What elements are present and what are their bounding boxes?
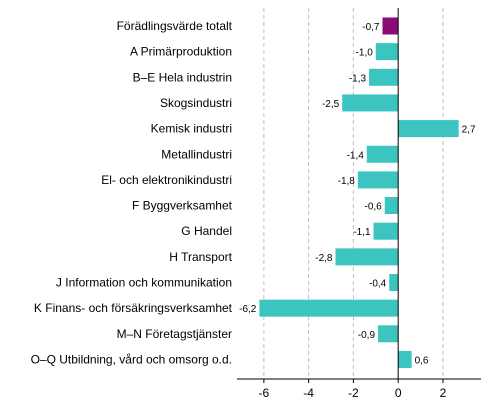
bar [378, 325, 399, 343]
value-labels: -0,7 -1,0 -1,3 -2,5 2,7 -1,4 -1,8 -0,6 -1,1 -2,8 -… [239, 22, 476, 366]
category-label: H Transport [169, 250, 232, 264]
bar [369, 68, 399, 86]
category-label: J Information och kommunikation [56, 276, 232, 290]
category-label: K Finans- och försäkringsverksamhet [34, 301, 233, 315]
bar [335, 248, 399, 266]
category-label: O–Q Utbildning, vård och omsorg o.d. [31, 352, 232, 366]
x-tick-label: -2 [348, 386, 359, 400]
category-labels: Förädlingsvärde totalt A Primärproduktion… [31, 19, 233, 366]
category-label: M–N Företagstjänster [117, 327, 232, 341]
value-label: -1,8 [338, 176, 356, 187]
category-label: B–E Hela industrin [133, 70, 232, 84]
bar [373, 222, 399, 240]
value-label: -1,1 [353, 227, 371, 238]
bars [259, 17, 459, 368]
x-tick-label: 2 [440, 386, 447, 400]
category-label: F Byggverksamhet [132, 199, 233, 213]
bar [384, 197, 399, 215]
x-tick-label: 0 [395, 386, 402, 400]
category-label: Skogsindustri [160, 96, 232, 110]
value-label: -1,4 [347, 150, 365, 161]
x-axis: -6 -4 -2 0 2 [237, 8, 481, 400]
bar [389, 274, 399, 291]
category-label: Kemisk industri [151, 122, 232, 136]
value-label: -1,0 [356, 48, 374, 59]
value-label: 0,6 [415, 355, 429, 366]
value-label: -1,3 [349, 73, 367, 84]
value-label: -0,9 [358, 330, 376, 341]
value-label: -6,2 [239, 304, 257, 315]
category-label: Metallindustri [161, 147, 232, 161]
bar [366, 145, 399, 163]
value-label: -2,8 [315, 253, 333, 264]
category-label: Förädlingsvärde totalt [117, 19, 233, 33]
value-label: -0,4 [369, 279, 387, 290]
bar [398, 120, 459, 138]
category-label: El- och elektronikindustri [101, 173, 232, 187]
bar [259, 299, 399, 317]
category-label: A Primärproduktion [130, 45, 232, 59]
gridlines [263, 8, 444, 379]
bar [375, 43, 399, 61]
x-tick-label: -6 [259, 386, 270, 400]
bar [357, 171, 399, 189]
x-tick-label: -4 [303, 386, 314, 400]
value-label: -0,6 [365, 202, 383, 213]
value-label: -2,5 [322, 99, 340, 110]
bar [398, 350, 412, 368]
bar [382, 17, 399, 35]
bar [342, 94, 399, 112]
value-label: -0,7 [362, 22, 380, 33]
value-label: 2,7 [462, 125, 476, 136]
category-label: G Handel [181, 224, 232, 238]
